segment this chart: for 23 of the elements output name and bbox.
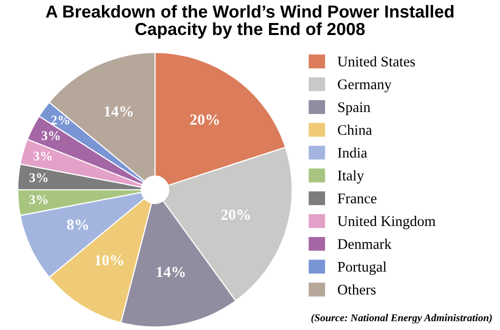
legend-label: China xyxy=(338,124,372,135)
data-label: 8% xyxy=(67,219,88,230)
data-label: 2% xyxy=(51,116,70,125)
data-label: 14% xyxy=(156,266,185,278)
chart-title: A Breakdown of the World’s Wind Power Installed Capacity by the End of 2008 xyxy=(46,4,454,39)
legend-label: Italy xyxy=(338,170,364,184)
data-label: 14% xyxy=(104,106,133,117)
data-label: 20% xyxy=(190,114,219,125)
text: (Source: National Energy Administration) xyxy=(311,314,492,324)
data-label: 3% xyxy=(34,152,52,161)
data-label: 3% xyxy=(29,173,48,182)
legend-label: France xyxy=(338,194,376,204)
legend-label: India xyxy=(338,147,368,158)
data-label: 3% xyxy=(42,131,60,140)
legend-label: Spain xyxy=(338,102,370,116)
legend-label: Denmark xyxy=(338,238,392,249)
legend-label: Others xyxy=(338,284,376,295)
data-label: 10% xyxy=(95,255,124,266)
legend-label: Germany xyxy=(338,79,392,92)
data-label: 3% xyxy=(29,195,48,204)
legend-label: United States xyxy=(338,56,415,66)
legend-label: Portugal xyxy=(338,261,386,275)
legend-label: United Kingdom xyxy=(338,216,436,230)
